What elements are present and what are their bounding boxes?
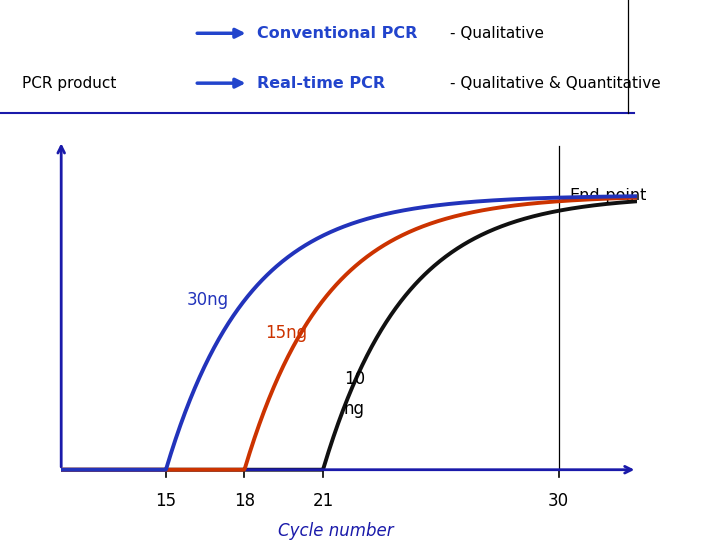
Text: 21: 21 [312, 491, 333, 510]
Text: ng: ng [344, 400, 365, 418]
Text: Conventional PCR: Conventional PCR [257, 26, 418, 40]
Text: - Qualitative: - Qualitative [450, 26, 544, 40]
Text: Cycle number: Cycle number [279, 522, 394, 540]
Text: End-point: End-point [569, 188, 647, 203]
Text: 10: 10 [344, 370, 365, 388]
Text: 15: 15 [156, 491, 176, 510]
Text: 30ng: 30ng [187, 291, 229, 309]
Text: - Qualitative & Quantitative: - Qualitative & Quantitative [450, 76, 661, 91]
Text: 15ng: 15ng [266, 323, 307, 341]
Text: PCR product: PCR product [22, 76, 116, 91]
Text: Real-time PCR: Real-time PCR [257, 76, 385, 91]
Text: 18: 18 [234, 491, 255, 510]
Text: 30: 30 [548, 491, 570, 510]
